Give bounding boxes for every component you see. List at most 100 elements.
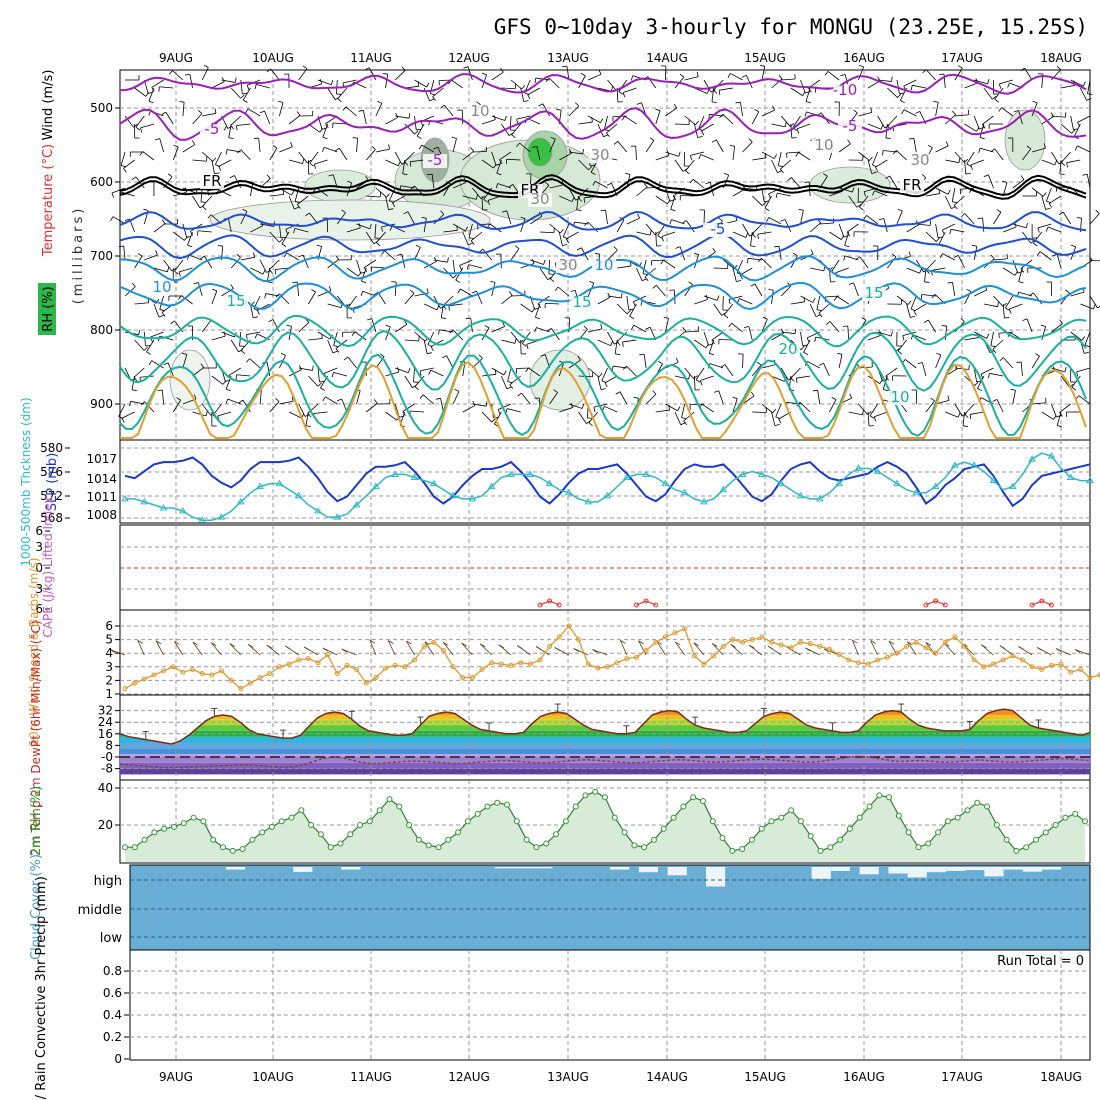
wind-barb bbox=[754, 283, 763, 297]
wind-barb-flag bbox=[772, 105, 775, 111]
wind-barb bbox=[266, 362, 271, 377]
wind-barb bbox=[607, 249, 618, 261]
wind-barb bbox=[366, 403, 378, 413]
wind10m-line bbox=[124, 624, 1100, 690]
wind-barb bbox=[462, 195, 477, 200]
wind10m-marker bbox=[884, 654, 890, 660]
rh2m-marker bbox=[846, 825, 853, 832]
wind-barb bbox=[402, 403, 415, 412]
wind-barb-flag bbox=[741, 74, 747, 78]
y-tick-label: 572 bbox=[40, 489, 63, 503]
wind-barb bbox=[771, 78, 783, 89]
wind-barb bbox=[250, 303, 254, 318]
wind-barb bbox=[771, 159, 778, 173]
thickness-marker bbox=[429, 479, 438, 487]
wind-barb-flag bbox=[448, 305, 450, 311]
wind-barb-flag bbox=[754, 108, 760, 112]
wind-barb bbox=[1005, 295, 1014, 309]
wind-barb-flag bbox=[680, 422, 686, 426]
wind-barb-flag bbox=[360, 291, 364, 296]
rh2m-marker bbox=[572, 803, 579, 810]
thickness-marker bbox=[1086, 476, 1094, 484]
wind-barb-flag bbox=[328, 174, 334, 177]
wind-barb-flag bbox=[808, 87, 812, 93]
wind-barb-flag bbox=[622, 365, 627, 370]
wind-barb bbox=[510, 331, 521, 344]
wind-barb-flag bbox=[1073, 128, 1079, 131]
wind-barb bbox=[118, 403, 126, 417]
li-marker bbox=[633, 602, 639, 608]
wind-barb bbox=[887, 115, 898, 127]
wind-barb-flag bbox=[626, 310, 631, 315]
label-bg bbox=[200, 123, 224, 137]
rh2m-marker bbox=[650, 836, 657, 843]
wind10m-barb-flag bbox=[620, 640, 626, 644]
wind-barb bbox=[211, 159, 215, 174]
wind-barb-flag bbox=[945, 141, 949, 147]
wind-barb-flag bbox=[491, 418, 496, 423]
wind-barb-flag bbox=[878, 218, 884, 221]
wind-barb-flag bbox=[1032, 100, 1038, 104]
wind-barb bbox=[928, 319, 936, 333]
wind-barb-flag bbox=[571, 197, 575, 202]
wind-barb bbox=[451, 79, 463, 89]
wind-barb bbox=[250, 267, 264, 275]
wind-barb-flag bbox=[840, 74, 846, 77]
wind-barb-flag bbox=[534, 77, 537, 83]
wind-barb-flag bbox=[440, 210, 445, 215]
wind-barb-flag bbox=[700, 380, 703, 386]
wind-barb-flag bbox=[404, 161, 409, 166]
wind10m-barb-flag bbox=[406, 640, 412, 645]
wind-barb bbox=[134, 87, 147, 97]
rh2m-marker bbox=[288, 814, 295, 821]
wind-barb-flag bbox=[936, 352, 941, 356]
wind-barb bbox=[1062, 211, 1072, 225]
wind10m-barb-flag bbox=[730, 643, 736, 648]
wind10m-marker bbox=[981, 664, 987, 670]
wind-barb-flag bbox=[129, 401, 131, 407]
wind-barb bbox=[1033, 292, 1043, 305]
wind-barb bbox=[279, 400, 294, 405]
wind-barb bbox=[260, 223, 274, 227]
wind10m-marker bbox=[421, 643, 427, 649]
rh2m-marker bbox=[122, 844, 128, 851]
wind-barb bbox=[745, 75, 753, 89]
wind-barb-flag bbox=[280, 237, 286, 239]
wind-barb-flag bbox=[688, 374, 691, 380]
rh2m-marker bbox=[592, 788, 599, 795]
rh2m-marker bbox=[268, 823, 275, 830]
wind-barb bbox=[356, 138, 358, 153]
temperature-contour bbox=[119, 281, 1087, 311]
wind-barb bbox=[1060, 123, 1072, 134]
wind-barb-flag bbox=[987, 79, 990, 84]
wind-barb bbox=[996, 399, 1004, 413]
temperature-contour bbox=[119, 178, 1087, 200]
wind-barb bbox=[374, 223, 377, 238]
wind-barb-flag bbox=[240, 94, 245, 99]
wind-barb bbox=[935, 187, 949, 195]
thickness-marker bbox=[507, 470, 515, 477]
rh2m-marker bbox=[670, 814, 677, 821]
wind-barb bbox=[777, 192, 791, 197]
temperature-contour bbox=[119, 353, 1087, 437]
wind-barb bbox=[974, 79, 988, 85]
wind-barb bbox=[327, 339, 334, 354]
wind-barb-flag bbox=[517, 392, 522, 397]
wind10m-barb bbox=[638, 640, 647, 656]
wind-barb-flag bbox=[254, 84, 257, 90]
wind-barb bbox=[394, 282, 397, 297]
wind-barb-flag bbox=[402, 411, 406, 416]
wind-barb-flag bbox=[525, 367, 529, 373]
wind-barb-flag bbox=[531, 145, 537, 148]
wind-barb-flag bbox=[917, 362, 923, 365]
wind-barb-flag bbox=[401, 66, 406, 71]
rh2m-marker bbox=[1072, 810, 1079, 817]
rh2m-marker bbox=[553, 831, 560, 838]
wind10m-marker bbox=[334, 671, 340, 677]
wind-barb-flag bbox=[923, 319, 929, 323]
wind-barb bbox=[120, 151, 126, 166]
wind-barb-flag bbox=[245, 108, 249, 114]
wind-barb bbox=[698, 115, 705, 130]
